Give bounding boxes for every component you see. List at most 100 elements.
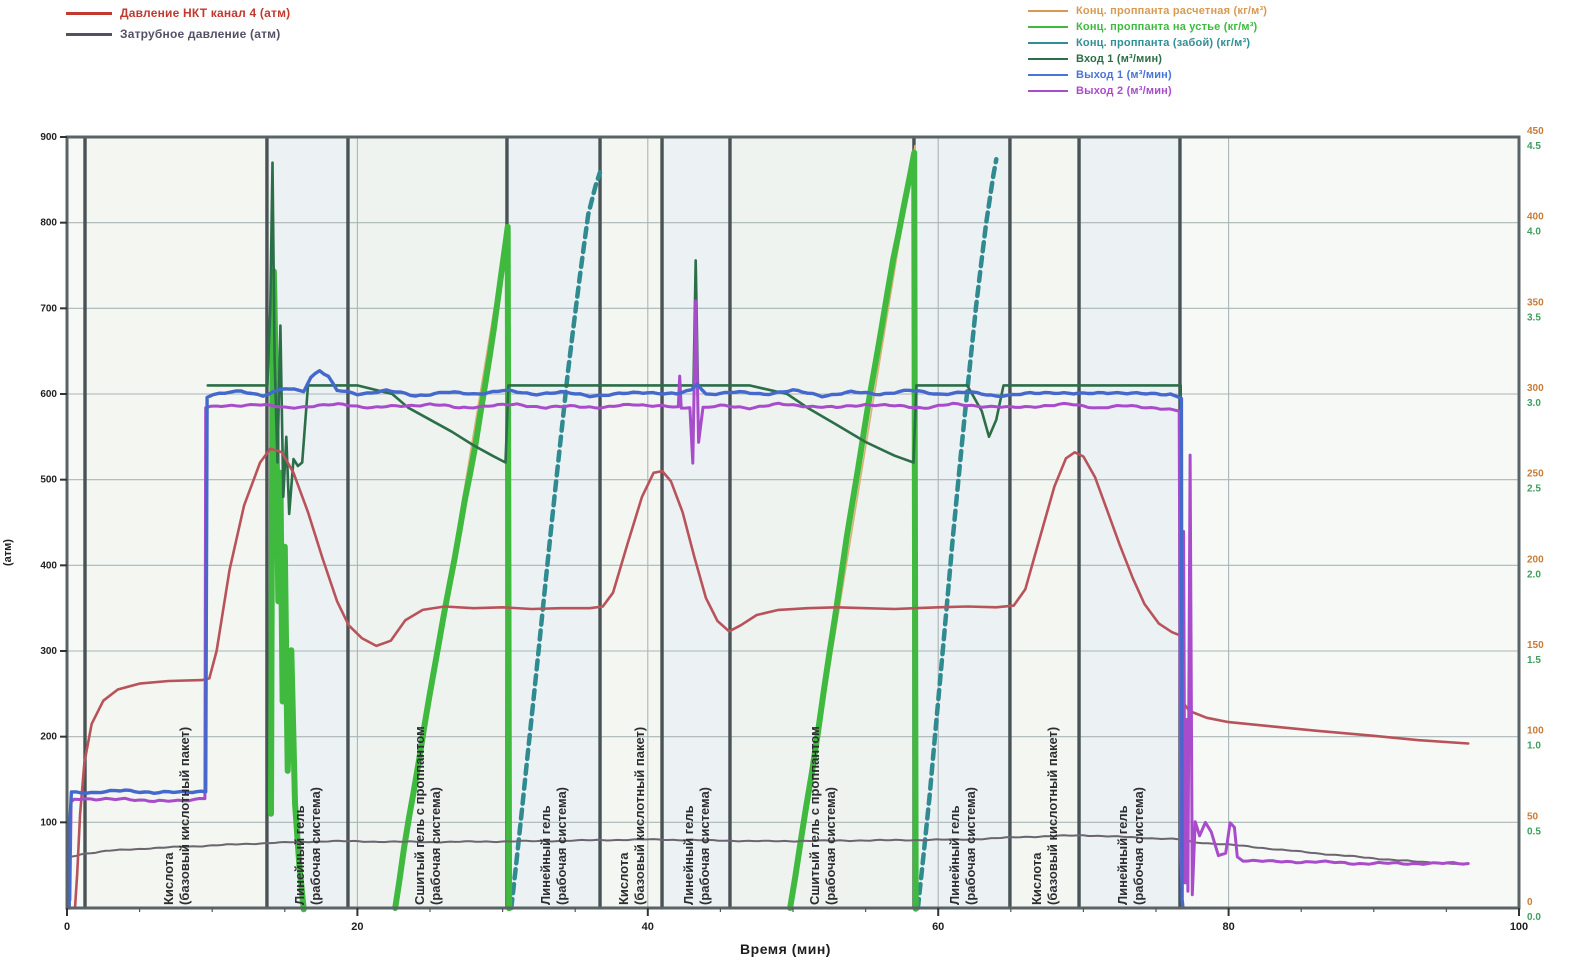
y-left-tick-label: 200 — [40, 732, 57, 743]
y-right-conc-label: 250 — [1527, 469, 1544, 480]
stage-label-line: Линейный гель — [681, 805, 696, 905]
x-tick-label: 40 — [642, 921, 654, 933]
series-pressure-annulus — [70, 834, 1470, 866]
y-right-conc-label: 200 — [1527, 554, 1544, 565]
stage-label-2: Сшитый гель с проппантом (рабочая система… — [412, 726, 444, 905]
legend-item-pressure-tubing: Давление НКТ канал 4 (атм) — [66, 6, 290, 20]
y-left-tick-label: 900 — [40, 132, 57, 143]
x-tick-label: 80 — [1222, 921, 1234, 933]
y-right-rate-label: 0.5 — [1527, 826, 1541, 837]
stage-label-1: Линейный гель (рабочая система) — [292, 787, 324, 905]
y-right-rate-label: 2.0 — [1527, 569, 1541, 580]
stage-label-3: Линейный гель (рабочая система) — [538, 787, 570, 905]
series-conc-bottomhole — [915, 156, 999, 911]
stage-label-line: (рабочая система) — [308, 786, 324, 905]
legend-item-pressure-annulus: Затрубное давление (атм) — [66, 27, 290, 41]
x-tick-label: 20 — [351, 921, 363, 933]
stage-label-line: (рабочая система) — [822, 786, 838, 905]
stage-label-line: Линейный гель — [292, 805, 308, 905]
legend-line-swatch — [1028, 74, 1068, 76]
y-left-tick-label: 100 — [40, 817, 57, 828]
stage-label-8: Кислота (базовый кислотный пакет) — [1029, 727, 1061, 905]
legend-label: Конц. проппанта (забой) (кг/м³) — [1076, 37, 1251, 49]
stage-label-9: Линейный гель (рабочая система) — [1115, 787, 1147, 905]
legend-line-swatch — [66, 32, 112, 36]
series-rate-in-1 — [206, 161, 1184, 901]
series-rate-out-2 — [67, 299, 1470, 910]
legend-label: Давление НКТ канал 4 (атм) — [120, 6, 291, 20]
stage-label-line: Кислота — [616, 852, 632, 905]
legend-left: Давление НКТ канал 4 (атм) Затрубное давл… — [66, 6, 290, 41]
y-right-rate-label: 2.5 — [1527, 484, 1541, 495]
stage-label-7: Линейный гель (рабочая система) — [947, 787, 979, 905]
series-pressure-tubing — [73, 447, 1470, 910]
y-right-rate-label: 3.0 — [1527, 398, 1541, 409]
stage-label-line: (рабочая система) — [428, 786, 444, 905]
legend-item-conc-planned: Конц. проппанта расчетная (кг/м³) — [1028, 5, 1267, 17]
legend-line-swatch — [1028, 26, 1068, 28]
y-right-conc-label: 450 — [1527, 126, 1544, 137]
y-right-conc-label: 150 — [1527, 640, 1544, 651]
stage-label-4: Кислота (базовый кислотный пакет) — [616, 727, 648, 905]
legend-line-swatch — [1028, 90, 1068, 92]
y-right-rate-label: 1.0 — [1527, 741, 1541, 752]
stage-label-line: (рабочая система) — [554, 786, 570, 905]
y-left-tick-label: 800 — [40, 218, 57, 229]
stage-band-2 — [347, 137, 507, 908]
y-right-rate-label: 0.0 — [1527, 912, 1541, 923]
stage-label-line: Сшитый гель с проппантом — [412, 726, 428, 905]
stage-label-line: (базовый кислотный пакет) — [632, 726, 648, 905]
legend-item-conc-surface: Конц. проппанта на устье (кг/м³) — [1028, 21, 1267, 33]
y-right-rate-label: 4.0 — [1527, 227, 1541, 238]
x-tick-label: 60 — [932, 921, 944, 933]
y-left-tick-label: 600 — [40, 389, 57, 400]
stage-label-line: (рабочая система) — [1130, 786, 1146, 905]
series-rate-out-1 — [67, 369, 1185, 910]
stage-label-0: Кислота (базовый кислотный пакет) — [161, 727, 193, 905]
stage-band-6 — [729, 137, 914, 908]
legend-item-rate-out-1: Выход 1 (м³/мин) — [1028, 69, 1267, 81]
legend-right: Конц. проппанта расчетная (кг/м³) Конц. п… — [1028, 5, 1267, 97]
x-tick-label: 100 — [1510, 921, 1528, 933]
legend-line-swatch — [66, 11, 112, 15]
series-conc-bottomhole — [509, 170, 603, 911]
legend-label: Затрубное давление (атм) — [120, 27, 281, 41]
legend-label: Выход 2 (м³/мин) — [1076, 85, 1172, 97]
y-right-conc-label: 400 — [1527, 212, 1544, 223]
y-right-conc-label: 300 — [1527, 383, 1544, 394]
y-right-rate-label: 1.5 — [1527, 655, 1541, 666]
series-conc-surface — [787, 149, 919, 912]
legend-line-swatch — [1028, 58, 1068, 60]
y-right-conc-label: 50 — [1527, 811, 1539, 822]
legend-label: Конц. проппанта на устье (кг/м³) — [1076, 21, 1258, 33]
y-left-tick-label: 400 — [40, 560, 57, 571]
x-tick-label: 0 — [64, 921, 70, 933]
legend-label: Конц. проппанта расчетная (кг/м³) — [1076, 5, 1268, 17]
legend-item-conc-bottomhole: Конц. проппанта (забой) (кг/м³) — [1028, 37, 1267, 49]
legend-line-swatch — [1028, 10, 1068, 12]
stage-label-line: Линейный гель — [1114, 805, 1130, 905]
stage-label-5: Линейный гель (рабочая система) — [681, 787, 713, 905]
stage-label-line: (рабочая система) — [697, 786, 712, 905]
stage-label-line: Линейный гель — [946, 805, 962, 905]
stage-label-6: Сшитый гель с проппантом (рабочая система… — [807, 726, 839, 905]
legend-item-rate-in-1: Вход 1 (м³/мин) — [1028, 53, 1267, 65]
stage-label-line: Кислота — [160, 852, 176, 905]
y-left-tick-label: 300 — [40, 646, 57, 657]
y-right-conc-label: 0 — [1527, 897, 1533, 908]
y-axis-title: (атм) — [2, 539, 14, 566]
x-axis-title: Время (мин) — [740, 941, 831, 957]
stage-label-line: Сшитый гель с проппантом — [806, 726, 822, 905]
stage-band-9 — [1079, 137, 1180, 908]
stage-band-0 — [85, 137, 267, 908]
legend-label: Вход 1 (м³/мин) — [1076, 53, 1163, 65]
y-right-rate-label: 3.5 — [1527, 312, 1541, 323]
stage-label-line: (базовый кислотный пакет) — [176, 726, 192, 905]
y-left-tick-label: 700 — [40, 303, 57, 314]
series-conc-surface — [392, 223, 513, 912]
legend-line-swatch — [1028, 42, 1068, 44]
stage-band-4 — [600, 137, 663, 908]
y-right-conc-label: 350 — [1527, 297, 1544, 308]
